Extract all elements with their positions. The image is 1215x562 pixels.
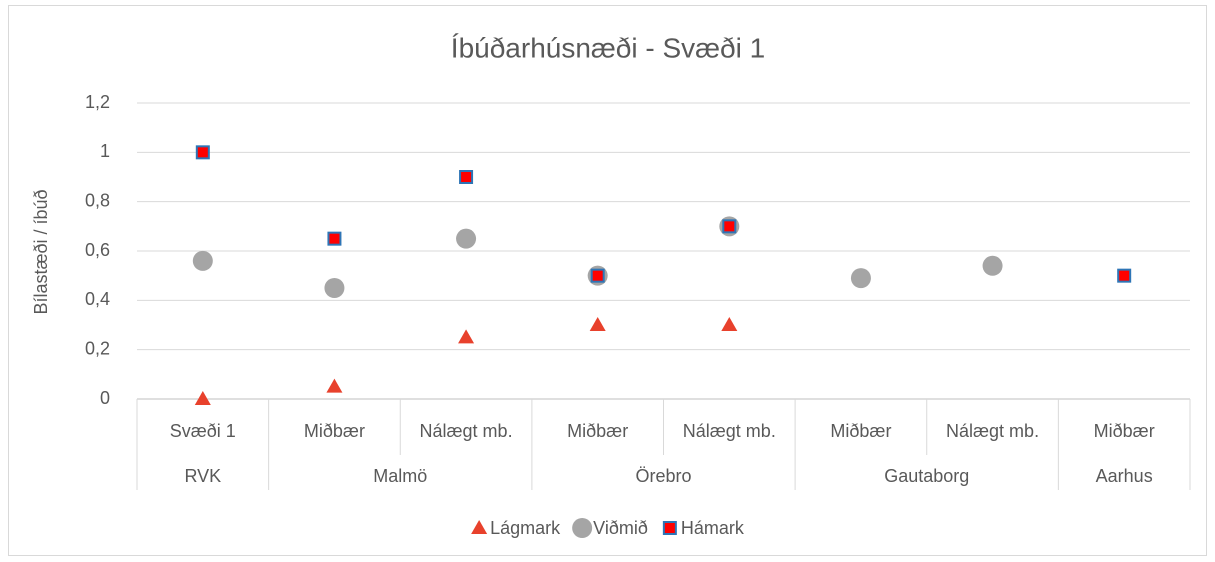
y-tick-label: 0,4 xyxy=(85,289,110,309)
x-tick-label: Nálægt mb. xyxy=(946,421,1039,441)
x-tick-label: Nálægt mb. xyxy=(683,421,776,441)
marker-circle xyxy=(456,228,477,249)
y-axis-label: Bílastæði / íbúð xyxy=(31,189,51,314)
x-tick-label: Miðbær xyxy=(830,421,891,441)
chart-frame xyxy=(8,5,1207,556)
marker-triangle xyxy=(194,391,211,405)
marker-square xyxy=(195,145,210,160)
marker-circle xyxy=(982,255,1003,276)
y-tick-label: 1 xyxy=(100,141,110,161)
marker-triangle xyxy=(589,317,606,331)
legend-label: Viðmið xyxy=(593,518,648,538)
chart-title: Íbúðarhúsnæði - Svæði 1 xyxy=(451,32,765,63)
y-tick-label: 0,6 xyxy=(85,240,110,260)
x-tick-label: Miðbær xyxy=(567,421,628,441)
marker-square xyxy=(590,268,605,283)
group-label: Örebro xyxy=(635,466,691,486)
y-tick-label: 0,2 xyxy=(85,338,110,358)
marker-circle xyxy=(324,278,345,298)
marker-triangle xyxy=(458,329,475,344)
x-tick-label: Svæði 1 xyxy=(170,421,236,441)
y-tick-label: 1,2 xyxy=(85,92,110,112)
marker-square xyxy=(327,231,342,246)
x-tick-label: Miðbær xyxy=(304,421,365,441)
group-label: Aarhus xyxy=(1096,466,1153,486)
y-tick-label: 0,8 xyxy=(85,190,110,210)
group-label: Malmö xyxy=(373,466,427,486)
x-tick-label: Miðbær xyxy=(1094,421,1155,441)
marker-circle xyxy=(192,250,213,271)
marker-triangle xyxy=(326,378,343,393)
marker-triangle xyxy=(721,317,738,331)
group-label: Gautaborg xyxy=(884,466,969,486)
legend-label: Hámark xyxy=(681,518,745,538)
marker-square xyxy=(1117,268,1132,283)
marker-square xyxy=(722,219,737,234)
marker-square xyxy=(459,170,474,184)
marker-circle xyxy=(850,268,871,289)
legend-label: Lágmark xyxy=(490,518,561,538)
marker-circle xyxy=(572,518,593,538)
y-tick-label: 0 xyxy=(100,388,110,408)
x-tick-label: Nálægt mb. xyxy=(420,421,513,441)
group-label: RVK xyxy=(184,466,221,486)
marker-square xyxy=(662,521,677,535)
marker-triangle xyxy=(471,520,488,534)
legend: Lágmark Viðmið Hámark xyxy=(471,518,745,538)
